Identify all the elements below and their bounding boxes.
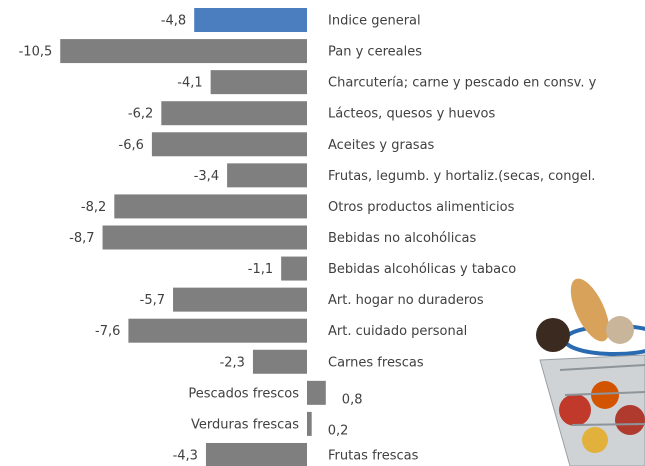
- category-label: Bebidas no alcohólicas: [328, 231, 476, 246]
- bar: [194, 8, 307, 32]
- value-label: -3,4: [194, 169, 219, 184]
- value-label: -6,2: [128, 107, 153, 122]
- category-label: Art. cuidado personal: [328, 324, 467, 339]
- category-label: Otros productos alimenticios: [328, 200, 515, 215]
- value-label: 0,8: [342, 392, 363, 407]
- bar: [307, 380, 326, 405]
- category-label: Pan y cereales: [328, 45, 422, 60]
- bar: [128, 318, 307, 343]
- value-label: -1,1: [248, 262, 273, 277]
- bar: [307, 411, 312, 436]
- category-label: Bebidas alcohólicas y tabaco: [328, 262, 516, 277]
- bar: [151, 132, 307, 157]
- category-label: Charcutería; carne y pescado en consv. y: [328, 76, 597, 91]
- value-label: -4,8: [161, 14, 186, 29]
- bar: [173, 287, 307, 312]
- bar: [114, 194, 307, 219]
- category-label: Art. hogar no duraderos: [328, 293, 484, 308]
- value-label: -8,7: [69, 231, 94, 246]
- bar: [60, 39, 307, 64]
- category-label: Pescados frescos: [188, 386, 299, 401]
- category-label: Verduras frescas: [191, 417, 299, 432]
- category-label: Lácteos, quesos y huevos: [328, 107, 496, 122]
- category-label: Indice general: [328, 14, 421, 29]
- category-label: Frutas, legumb. y hortaliz.(secas, conge…: [328, 169, 595, 184]
- category-label: Aceites y grasas: [328, 138, 435, 153]
- value-label: -2,3: [220, 355, 245, 370]
- bar: [205, 442, 307, 466]
- value-label: -8,2: [81, 200, 106, 215]
- value-label: 0,2: [328, 423, 349, 438]
- bar: [161, 101, 307, 126]
- bar: [252, 349, 307, 374]
- category-label: Carnes frescas: [328, 355, 424, 370]
- value-label: -10,5: [19, 45, 53, 60]
- basket-image: [536, 278, 645, 466]
- bar: [210, 70, 307, 95]
- category-label: Frutas frescas: [328, 448, 419, 463]
- value-label: -5,7: [140, 293, 165, 308]
- value-label: -7,6: [95, 324, 120, 339]
- value-label: -4,1: [177, 76, 202, 91]
- value-label: -6,6: [119, 138, 144, 153]
- bar: [102, 225, 307, 250]
- bar: [227, 163, 307, 188]
- value-label: -4,3: [173, 448, 198, 463]
- bar: [281, 256, 307, 281]
